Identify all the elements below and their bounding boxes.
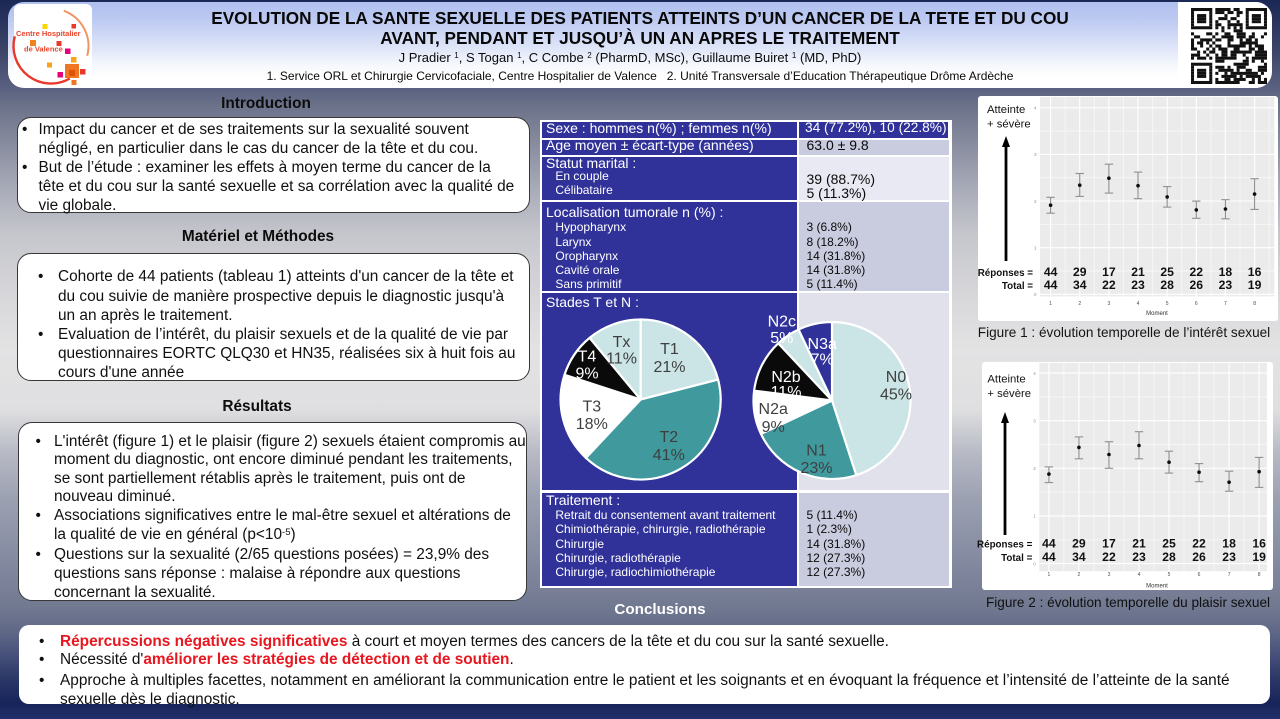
svg-text:N0: N0 <box>886 369 907 386</box>
svg-text:N3a: N3a <box>808 336 837 353</box>
svg-text:Total =: Total = <box>1002 281 1033 292</box>
svg-text:22: 22 <box>1102 278 1116 292</box>
svg-text:1: 1 <box>1048 572 1051 578</box>
svg-text:28: 28 <box>1160 278 1174 292</box>
svg-text:3: 3 <box>1034 152 1037 157</box>
svg-text:Moment: Moment <box>1146 584 1168 590</box>
svg-text:5%: 5% <box>770 330 793 347</box>
svg-text:9%: 9% <box>575 366 598 383</box>
svg-text:16: 16 <box>1248 265 1262 279</box>
svg-text:de Valence: de Valence <box>24 45 63 54</box>
svg-text:23: 23 <box>1219 278 1233 292</box>
svg-text:44: 44 <box>1044 265 1058 279</box>
svg-text:22: 22 <box>1192 537 1206 551</box>
svg-text:2: 2 <box>1078 572 1081 578</box>
svg-text:T3: T3 <box>582 399 601 416</box>
svg-text:23: 23 <box>1222 550 1236 564</box>
svg-text:7: 7 <box>1224 301 1227 307</box>
svg-text:29: 29 <box>1072 537 1086 551</box>
svg-text:1: 1 <box>1033 514 1036 519</box>
svg-text:44: 44 <box>1042 550 1056 564</box>
svg-text:4: 4 <box>1137 301 1140 307</box>
svg-text:17: 17 <box>1102 265 1116 279</box>
svg-text:23%: 23% <box>800 460 832 477</box>
svg-text:5: 5 <box>1166 301 1169 307</box>
svg-text:Centre Hospitalier: Centre Hospitalier <box>16 29 81 38</box>
svg-text:44: 44 <box>1044 278 1058 292</box>
svg-text:3: 3 <box>1108 572 1111 578</box>
svg-text:22: 22 <box>1102 550 1116 564</box>
svg-text:4: 4 <box>1033 371 1036 376</box>
svg-text:21%: 21% <box>653 359 685 376</box>
svg-text:8: 8 <box>1258 572 1261 578</box>
svg-text:2: 2 <box>1078 301 1081 307</box>
svg-text:19: 19 <box>1248 278 1262 292</box>
svg-text:Total =: Total = <box>1001 553 1032 564</box>
svg-text:22: 22 <box>1190 265 1204 279</box>
svg-text:29: 29 <box>1073 265 1087 279</box>
svg-text:6: 6 <box>1198 572 1201 578</box>
svg-text:11%: 11% <box>771 384 802 401</box>
svg-text:16: 16 <box>1252 537 1266 551</box>
svg-text:7: 7 <box>1228 572 1231 578</box>
svg-text:17: 17 <box>1102 537 1116 551</box>
svg-text:1: 1 <box>1034 246 1037 251</box>
svg-text:0: 0 <box>1034 292 1037 297</box>
svg-text:9%: 9% <box>762 419 785 436</box>
svg-text:Réponses =: Réponses = <box>978 268 1034 279</box>
svg-text:21: 21 <box>1132 537 1146 551</box>
svg-text:18%: 18% <box>576 416 608 433</box>
svg-text:21: 21 <box>1131 265 1145 279</box>
svg-text:34: 34 <box>1072 550 1086 564</box>
svg-text:19: 19 <box>1252 550 1266 564</box>
svg-text:3: 3 <box>1107 301 1110 307</box>
svg-text:26: 26 <box>1192 550 1206 564</box>
svg-text:34: 34 <box>1073 278 1087 292</box>
svg-text:23: 23 <box>1132 550 1146 564</box>
svg-text:1: 1 <box>1049 301 1052 307</box>
svg-text:44: 44 <box>1042 537 1056 551</box>
svg-text:8: 8 <box>1253 301 1256 307</box>
svg-text:26: 26 <box>1190 278 1204 292</box>
svg-text:4: 4 <box>1034 106 1037 111</box>
svg-text:2: 2 <box>1033 466 1036 471</box>
svg-text:+ sévère: + sévère <box>987 388 1031 400</box>
svg-text:23: 23 <box>1131 278 1145 292</box>
svg-text:0: 0 <box>1033 561 1036 566</box>
svg-text:18: 18 <box>1219 265 1233 279</box>
svg-text:25: 25 <box>1160 265 1174 279</box>
svg-text:Atteinte: Atteinte <box>987 104 1025 116</box>
svg-text:41%: 41% <box>653 447 685 464</box>
svg-text:T2: T2 <box>659 429 678 446</box>
svg-text:3: 3 <box>1033 419 1036 424</box>
svg-text:N2b: N2b <box>771 369 800 386</box>
svg-text:Moment: Moment <box>1146 311 1168 317</box>
svg-text:18: 18 <box>1222 537 1236 551</box>
svg-text:Atteinte: Atteinte <box>987 373 1025 385</box>
svg-text:2: 2 <box>1034 199 1037 204</box>
svg-text:Tx: Tx <box>613 334 631 351</box>
svg-text:N2a: N2a <box>759 401 788 418</box>
svg-text:7%: 7% <box>811 352 834 369</box>
svg-text:45%: 45% <box>880 387 912 404</box>
svg-text:+ sévère: + sévère <box>987 118 1031 130</box>
svg-text:N2c: N2c <box>768 314 796 331</box>
svg-text:T4: T4 <box>578 349 597 366</box>
svg-text:Réponses =: Réponses = <box>977 540 1033 551</box>
svg-text:6: 6 <box>1195 301 1198 307</box>
svg-text:25: 25 <box>1162 537 1176 551</box>
svg-text:28: 28 <box>1162 550 1176 564</box>
svg-text:5: 5 <box>1168 572 1171 578</box>
svg-text:T1: T1 <box>660 341 679 358</box>
svg-text:N1: N1 <box>806 442 827 459</box>
svg-text:11%: 11% <box>606 350 637 367</box>
svg-text:4: 4 <box>1138 572 1141 578</box>
